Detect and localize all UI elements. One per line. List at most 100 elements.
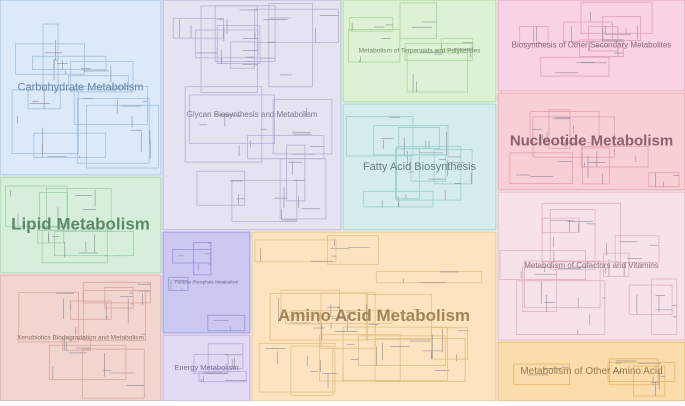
pathway-box: [189, 94, 276, 144]
region: Pentose Phosphate Metabolism: [162, 231, 251, 334]
pathway-box: [396, 146, 462, 201]
pathway-box: [193, 241, 212, 276]
region-box: [0, 176, 162, 274]
region-label: Energy Metabolism: [174, 363, 238, 372]
pathway-box: [67, 75, 129, 90]
region: Metabolism of Cofactors and Vitamins: [497, 191, 685, 341]
pathway-box: [519, 26, 549, 44]
region-box: [0, 274, 162, 402]
pathway-box: [42, 23, 59, 91]
pathway-box: [319, 334, 401, 382]
pathway-box: [193, 353, 229, 375]
pathway-box: [37, 229, 65, 244]
pathway-box: [104, 287, 134, 309]
pathway-box: [509, 152, 573, 184]
pathway-box: [580, 145, 649, 168]
region: Xenobiotics Biodegradation and Metabolis…: [0, 274, 162, 402]
pathway-box: [516, 280, 606, 335]
pathway-box: [5, 185, 68, 227]
pathway-box: [548, 109, 571, 149]
pathway-box: [184, 86, 263, 163]
pathway-box: [342, 326, 448, 381]
pathway-box: [524, 260, 601, 309]
pathway-box: [230, 41, 255, 69]
pathway-box: [327, 235, 380, 265]
pathway-box: [198, 371, 247, 383]
pathway-box: [320, 292, 376, 349]
region-label: Pentose Phosphate Metabolism: [175, 280, 239, 285]
pathway-box: [348, 29, 401, 63]
region-box: [162, 231, 251, 334]
region-box: [497, 92, 685, 191]
pathway-box: [286, 144, 306, 202]
pathway-box: [207, 343, 244, 370]
pathway-box: [194, 29, 259, 59]
pathway-box: [269, 292, 368, 341]
pathway-box: [216, 25, 261, 64]
region-label: Glycan Biosynthesis and Metabolism: [187, 110, 318, 119]
pathway-box: [513, 363, 570, 385]
pathway-box: [398, 127, 440, 149]
pathway-box: [83, 290, 146, 342]
pathway-box: [651, 278, 678, 335]
pathway-box: [603, 252, 630, 277]
pathway-box: [86, 104, 159, 169]
region-box: [497, 341, 685, 402]
pathway-box: [648, 172, 680, 188]
pathway-box: [168, 276, 189, 291]
pathway-box: [632, 365, 666, 397]
pathway-box: [540, 56, 610, 77]
pathway-box: [285, 311, 321, 325]
pathway-box: [375, 271, 483, 284]
pathway-box: [431, 327, 469, 360]
pathway-box: [254, 239, 337, 263]
region: Fatty Acid Biosynthesis: [342, 103, 497, 231]
pathway-box: [440, 38, 474, 51]
pathway-box: [609, 358, 659, 386]
pathway-box: [614, 235, 660, 264]
region-label: Metabolism of Terpenoids and Polyketides: [359, 48, 481, 55]
region: Biosynthesis of Other Secondary Metaboli…: [497, 0, 685, 92]
pathway-box: [404, 43, 473, 61]
pathway-box: [410, 154, 447, 182]
pathway-box: [529, 111, 600, 144]
region-label: Lipid Metabolism: [11, 214, 150, 233]
region: Metabolism of Other Amino Acid: [497, 341, 685, 402]
region-label: Biosynthesis of Other Secondary Metaboli…: [512, 41, 672, 50]
pathway-box: [399, 2, 438, 39]
region-box: [162, 334, 251, 402]
pathway-box: [46, 187, 112, 231]
pathway-box: [346, 116, 414, 157]
region: Amino Acid Metabolism: [251, 231, 497, 402]
region: Glycan Biosynthesis and Metabolism: [162, 0, 342, 231]
pathway-box: [549, 209, 596, 270]
pathway-box: [291, 309, 393, 324]
pathway-box: [15, 43, 85, 75]
pathway-box: [76, 98, 150, 164]
region: Carbohydrate Metabolism: [0, 0, 162, 176]
pathway-box: [70, 60, 134, 93]
pathway-box: [607, 361, 676, 383]
pathway-box: [268, 3, 313, 88]
region: Energy Metabolism: [162, 334, 251, 402]
pathway-box: [279, 158, 327, 220]
pathway-box: [41, 226, 108, 264]
pathway-box: [588, 26, 619, 52]
pathway-box: [70, 300, 112, 320]
pathway-box: [365, 293, 432, 340]
pathway-box: [406, 52, 468, 93]
pathway-box: [18, 291, 79, 343]
pathway-box: [254, 8, 339, 44]
region: Lipid Metabolism: [0, 176, 162, 274]
pathway-box: [522, 266, 557, 313]
pathway-box: [582, 147, 610, 185]
pathway-box: [82, 281, 151, 304]
region-label: Nucleotide Metabolism: [510, 132, 673, 149]
pathway-box: [48, 344, 127, 380]
pathway-box: [532, 116, 615, 158]
pathway-box: [499, 250, 586, 280]
pathway-box: [54, 231, 134, 257]
pathway-box: [433, 149, 473, 185]
pathway-box: [280, 289, 340, 317]
region-label: Metabolism of Cofactors and Vitamins: [524, 261, 659, 270]
